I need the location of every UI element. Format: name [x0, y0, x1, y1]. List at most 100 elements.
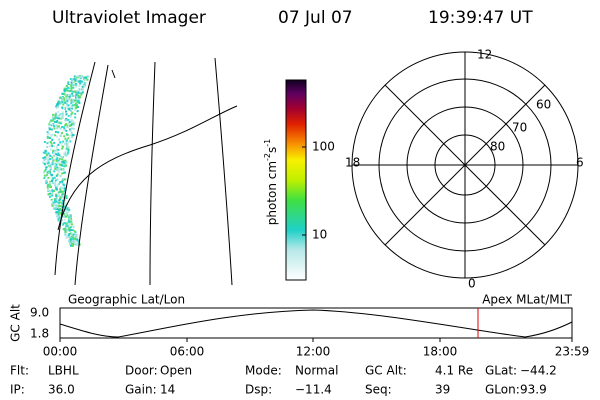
aurora-pixel: [65, 110, 67, 113]
y-tick-label: 1.8: [30, 327, 49, 341]
aurora-pixel: [68, 145, 71, 148]
aurora-pixel: [65, 202, 68, 205]
aurora-pixel: [50, 198, 53, 201]
footer-value: Normal: [295, 364, 338, 378]
label-part: -1: [263, 139, 272, 147]
aurora-pixel: [74, 116, 77, 119]
aurora-pixel: [64, 232, 67, 235]
aurora-pixel: [76, 238, 79, 241]
aurora-pixel: [70, 124, 73, 127]
aurora-pixel: [51, 133, 54, 136]
aurora-pixel: [70, 131, 73, 134]
aurora-pixel: [47, 188, 50, 191]
aurora-pixel: [74, 83, 77, 85]
aurora-pixel: [60, 96, 63, 99]
aurora-pixel: [65, 93, 67, 96]
aurora-pixel: [58, 117, 61, 120]
aurora-pixel: [58, 125, 60, 128]
aurora-pixel: [42, 161, 45, 164]
aurora-pixel: [76, 79, 79, 82]
aurora-pixel: [69, 226, 72, 229]
aurora-pixel: [60, 186, 63, 189]
aurora-pixel: [62, 126, 65, 129]
aurora-pixel: [62, 169, 65, 171]
aurora-pixel: [66, 225, 69, 228]
aurora-pixel: [51, 204, 54, 207]
aurora-pixel: [55, 163, 58, 166]
aurora-pixel: [51, 182, 54, 185]
aurora-pixel: [59, 181, 62, 184]
aurora-pixel: [75, 85, 78, 88]
aurora-pixel: [53, 125, 55, 128]
aurora-pixel: [83, 76, 86, 79]
map-grid: [54, 57, 238, 286]
aurora-pixel: [76, 239, 79, 242]
x-tick-label: 12:00: [296, 345, 331, 359]
aurora-pixel: [47, 156, 50, 159]
aurora-pixel: [61, 199, 64, 202]
aurora-pixel: [67, 220, 70, 223]
aurora-pixel: [68, 86, 71, 89]
aurora-pixel: [44, 169, 47, 172]
aurora-pixel: [46, 173, 49, 176]
aurora-pixel: [66, 146, 69, 149]
aurora-pixel: [59, 156, 62, 159]
aurora-pixel: [65, 164, 68, 167]
aurora-pixel: [42, 157, 45, 159]
aurora-pixel: [69, 95, 72, 98]
timeline-title: Apex MLat/MLT: [482, 293, 572, 307]
aurora-pixel: [76, 97, 79, 100]
aurora-pixel: [78, 89, 81, 92]
aurora-pixel: [64, 202, 67, 205]
aurora-pixel: [61, 112, 64, 115]
aurora-pixel: [57, 210, 60, 213]
aurora-pixel: [70, 113, 73, 116]
aurora-pixel: [77, 94, 80, 97]
label-part: s: [265, 147, 279, 153]
aurora-pixel: [73, 78, 76, 81]
aurora-pixel: [69, 129, 72, 132]
aurora-pixel: [64, 226, 67, 228]
aurora-pixel: [50, 142, 53, 145]
aurora-pixel: [82, 88, 84, 91]
aurora-pixel: [73, 230, 76, 233]
aurora-pixel: [65, 212, 68, 215]
aurora-pixel: [58, 191, 61, 193]
aurora-pixel: [71, 134, 74, 137]
aurora-pixel: [71, 223, 73, 226]
footer-label: Gain:: [125, 383, 157, 397]
footer-value: −11.4: [295, 383, 332, 397]
aurora-pixel: [69, 140, 72, 143]
aurora-pixel: [82, 84, 85, 87]
aurora-pixel: [56, 173, 59, 176]
aurora-pixel: [61, 202, 64, 205]
aurora-pixel: [53, 141, 56, 144]
aurora-pixel: [72, 127, 75, 130]
aurora-pixel: [70, 87, 73, 90]
aurora-pixel: [50, 119, 53, 122]
aurora-pixel: [55, 155, 58, 158]
aurora-pixel: [58, 102, 61, 105]
aurora-pixel: [59, 135, 62, 138]
aurora-pixel: [62, 103, 65, 106]
aurora-pixel: [70, 232, 72, 235]
aurora-pixel: [57, 219, 60, 222]
aurora-pixel: [51, 158, 54, 161]
aurora-pixel: [65, 129, 68, 132]
aurora-pixel: [69, 104, 72, 107]
aurora-pixel: [52, 190, 55, 193]
aurora-pixel: [49, 180, 52, 183]
aurora-pixel: [76, 104, 78, 107]
aurora-pixel: [46, 154, 48, 157]
aurora-pixel: [69, 114, 72, 117]
aurora-pixel: [48, 137, 51, 139]
aurora-pixel: [53, 181, 56, 184]
aurora-pixel: [64, 213, 67, 216]
timeline-title: Geographic Lat/Lon: [68, 293, 185, 307]
aurora-pixel: [84, 82, 87, 85]
altitude-curve: [59, 309, 573, 338]
aurora-pixel: [62, 222, 65, 225]
aurora-pixel: [72, 101, 75, 103]
aurora-pixel: [57, 131, 60, 134]
aurora-pixel: [68, 224, 71, 227]
